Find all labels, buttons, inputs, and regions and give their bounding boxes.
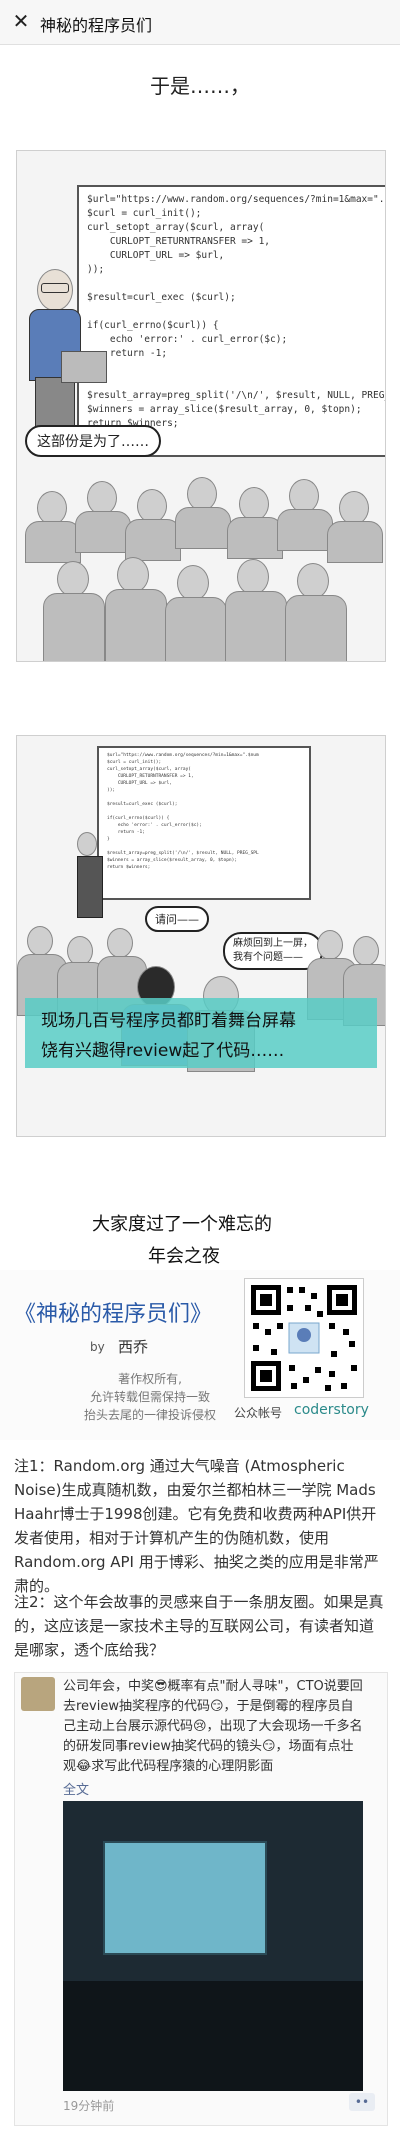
comic-panel-1: $url="https://www.random.org/sequences/?…	[16, 150, 386, 662]
code-block: $url="https://www.random.org/sequences/?…	[87, 193, 386, 431]
qr-code[interactable]	[244, 1278, 364, 1398]
account-label: 公众帐号	[234, 1406, 283, 1420]
code-line: $curl = curl_init();	[87, 208, 202, 219]
code-line: echo 'error:' . curl_error($c);	[107, 823, 202, 828]
note-2: 注2：这个年会故事的灵感来自于一条朋友圈。如果是真的，这应该是一家技术主导的互联…	[14, 1593, 384, 1659]
post-text: 公司年会，中奖😎概率有点"耐人寻味"，CTO说要回去review抽奖程序的代码😏…	[63, 1679, 363, 1774]
avatar[interactable]	[21, 1677, 55, 1711]
full-text-link[interactable]: 全文	[63, 1783, 90, 1798]
legal-line-2: 允许转载但需保持一致	[89, 1390, 210, 1404]
code-line: curl_setopt_array($curl, array(	[107, 767, 191, 772]
projector-screen: $url="https://www.random.org/sequences/?…	[77, 185, 386, 457]
code-line: ));	[87, 264, 105, 275]
series-title: 《神秘的程序员们》	[14, 1302, 213, 1327]
post-time: 19分钟前	[63, 2099, 115, 2113]
code-line: $winners = array_slice($result_array, 0,…	[87, 404, 362, 415]
code-line: ));	[107, 788, 116, 793]
speech-bubble: 这部份是为了……	[25, 425, 161, 457]
code-line: $result=curl_exec ($curl);	[87, 292, 236, 303]
legal-line-1: 著作权所有,	[118, 1372, 182, 1386]
close-icon[interactable]: ✕	[12, 9, 30, 33]
author-name: 西乔	[118, 1338, 149, 1356]
code-line: CURLOPT_URL => $url,	[87, 250, 225, 261]
copyright-notice: 著作权所有, 允许转载但需保持一致 抬头去尾的一律投诉侵权	[50, 1370, 250, 1424]
code-line	[107, 843, 259, 850]
code-line: return $winners;	[107, 865, 151, 870]
code-line: $url="https://www.random.org/sequences/?…	[107, 753, 259, 758]
code-line: curl_setopt_array($curl, array(	[87, 222, 265, 233]
code-line: $result_array=preg_split('/\n/', $result…	[107, 851, 259, 856]
top-bar: ✕ 神秘的程序员们	[0, 0, 400, 45]
code-line: $winners = array_slice($result_array, 0,…	[107, 858, 238, 863]
laptop	[61, 351, 107, 383]
bubble-right-line-2: 我有个问题——	[233, 952, 303, 963]
code-line: return -1;	[107, 830, 145, 835]
code-block-small: $url="https://www.random.org/sequences/?…	[107, 752, 259, 871]
bubble-right-line-1: 麻烦回到上一屏，	[233, 938, 313, 949]
caption-line-2: 饶有兴趣得review起了代码……	[41, 1041, 285, 1061]
code-line: CURLOPT_RETURNTRANSFER => 1,	[87, 236, 271, 247]
code-line: CURLOPT_RETURNTRANSFER => 1,	[107, 774, 194, 779]
panel-3-line-1: 大家度过了一个难忘的	[92, 1214, 272, 1235]
code-line: echo 'error:' . curl_error($c);	[87, 334, 288, 345]
code-line: $result=curl_exec ($curl);	[107, 802, 178, 807]
legal-line-3: 抬头去尾的一律投诉侵权	[83, 1408, 216, 1422]
code-line: }	[107, 837, 110, 842]
account-name: coderstory	[294, 1402, 369, 1418]
code-line: return $winners;	[87, 418, 179, 429]
podium	[77, 856, 103, 918]
question-bubble-left: 请问——	[145, 906, 209, 932]
comic-caption-1: 于是……，	[150, 74, 250, 98]
by-label: by	[90, 1340, 105, 1354]
code-line	[107, 794, 259, 801]
projector-screen-2: $url="https://www.random.org/sequences/?…	[97, 746, 311, 900]
comment-icon[interactable]: ••	[349, 2093, 375, 2111]
code-line: if(curl_errno($curl)) {	[107, 816, 170, 821]
code-line: $url="https://www.random.org/sequences/?…	[87, 194, 386, 205]
code-line	[87, 277, 385, 291]
caption-line-1: 现场几百号程序员都盯着舞台屏幕	[41, 1011, 296, 1031]
note-1: 注1：Random.org 通过大气噪音 (Atmospheric Noise)…	[14, 1457, 379, 1595]
code-line: CURLOPT_URL => $url,	[107, 781, 173, 786]
post-photo[interactable]	[63, 1801, 363, 2091]
code-line: return -1;	[87, 348, 168, 359]
comic-panel-2: $url="https://www.random.org/sequences/?…	[16, 735, 386, 1137]
code-line	[87, 305, 385, 319]
code-line: $curl = curl_init();	[107, 760, 162, 765]
panel-3-line-2: 年会之夜	[148, 1246, 220, 1267]
page-title: 神秘的程序员们	[40, 16, 153, 35]
code-line: $result_array=preg_split('/\n/', $result…	[87, 390, 386, 401]
audience	[17, 461, 385, 661]
code-line: }	[87, 361, 385, 375]
moments-post: 公司年会，中奖😎概率有点"耐人寻味"，CTO说要回去review抽奖程序的代码😏…	[14, 1672, 388, 2126]
code-line: if(curl_errno($curl)) {	[87, 320, 219, 331]
series-cover: 《神秘的程序员们》 by 西乔 著作权所有, 允许转载但需保持一致 抬头去尾的一…	[0, 1270, 400, 1440]
panel-2-caption: 现场几百号程序员都盯着舞台屏幕 饶有兴趣得review起了代码……	[25, 998, 377, 1068]
code-line	[87, 375, 385, 389]
code-line	[107, 808, 259, 815]
